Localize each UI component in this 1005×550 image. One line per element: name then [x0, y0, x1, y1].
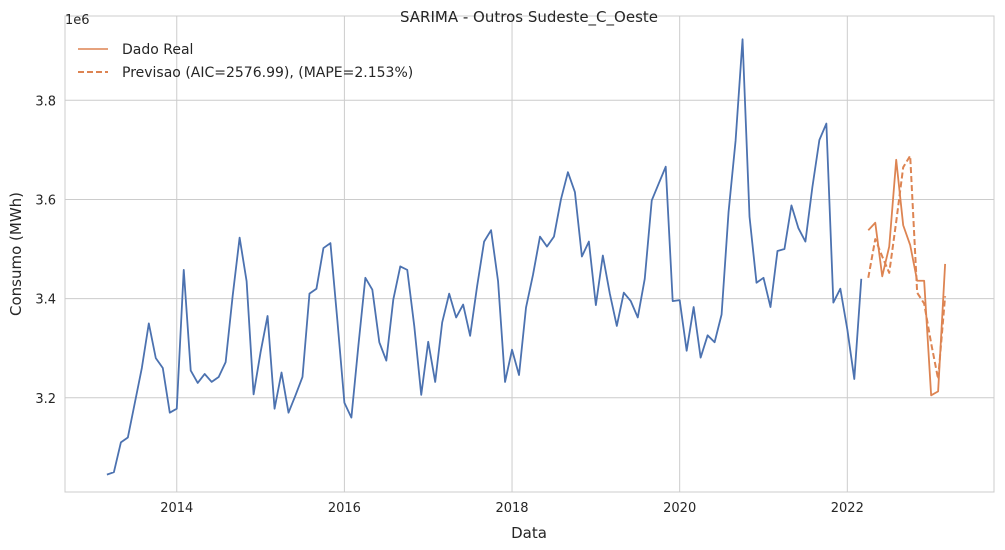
legend-label-real: Dado Real: [122, 42, 193, 58]
legend: Dado Real Previsao (AIC=2576.99), (MAPE=…: [78, 42, 413, 81]
legend-label-forecast: Previsao (AIC=2576.99), (MAPE=2.153%): [122, 65, 413, 81]
series-lines: [106, 38, 947, 476]
y-tick-label: 3.4: [35, 293, 56, 308]
x-axis-ticks: 2014 2016 2018 2020 2022: [160, 501, 864, 516]
y-axis-label: Consumo (MWh): [7, 192, 25, 316]
y-offset-label: 1e6: [65, 13, 90, 28]
x-tick-label: 2022: [831, 501, 864, 516]
plot-area: [64, 15, 995, 493]
y-axis-ticks: 3.2 3.4 3.6 3.8: [35, 94, 56, 407]
series-line-real: [867, 158, 947, 397]
y-tick-label: 3.8: [35, 94, 56, 109]
y-tick-label: 3.6: [35, 193, 56, 208]
series-line-train: [106, 38, 863, 476]
y-tick-label: 3.2: [35, 392, 56, 407]
chart-title: SARIMA - Outros Sudeste_C_Oeste: [400, 8, 658, 27]
x-axis-label: Data: [511, 524, 547, 542]
series-line-forecast: [867, 154, 947, 380]
x-tick-label: 2018: [495, 501, 528, 516]
x-tick-label: 2020: [663, 501, 696, 516]
grid: [65, 16, 994, 492]
x-tick-label: 2014: [160, 501, 193, 516]
x-tick-label: 2016: [328, 501, 361, 516]
